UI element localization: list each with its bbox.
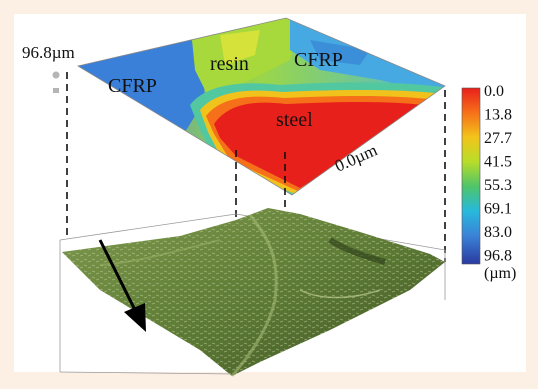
colorbar-tick-label: 13.8: [484, 107, 512, 124]
colorbar-tick-label: 96.8: [484, 248, 512, 265]
colorbar-unit: (µm): [484, 265, 516, 282]
colorbar-tick-label: 55.3: [484, 177, 512, 194]
marker-dot: [52, 71, 60, 79]
colorbar-tick-label: 83.0: [484, 224, 512, 241]
colorbar-tick-label: 27.7: [484, 130, 512, 147]
colorbar-tick-label: 69.1: [484, 201, 512, 218]
marker-square: [53, 88, 59, 93]
region-label-resin: resin: [210, 53, 249, 75]
region-label-cfrp-right: CFRP: [294, 49, 343, 71]
colorbar-tick-label: 41.5: [484, 154, 512, 171]
colorbar: 0.0 13.8 27.7 41.5 55.3 69.1 83.0 96.8 (µm): [461, 83, 516, 282]
down-right-arrow-icon: [98, 239, 146, 332]
region-label-cfrp-left: CFRP: [108, 75, 157, 97]
region-label-steel: steel: [276, 109, 313, 131]
optical-3d-surface: [62, 208, 445, 377]
colorbar-tick-label: 0.0: [484, 83, 504, 100]
top-value-label: 96.8µm: [22, 43, 75, 62]
